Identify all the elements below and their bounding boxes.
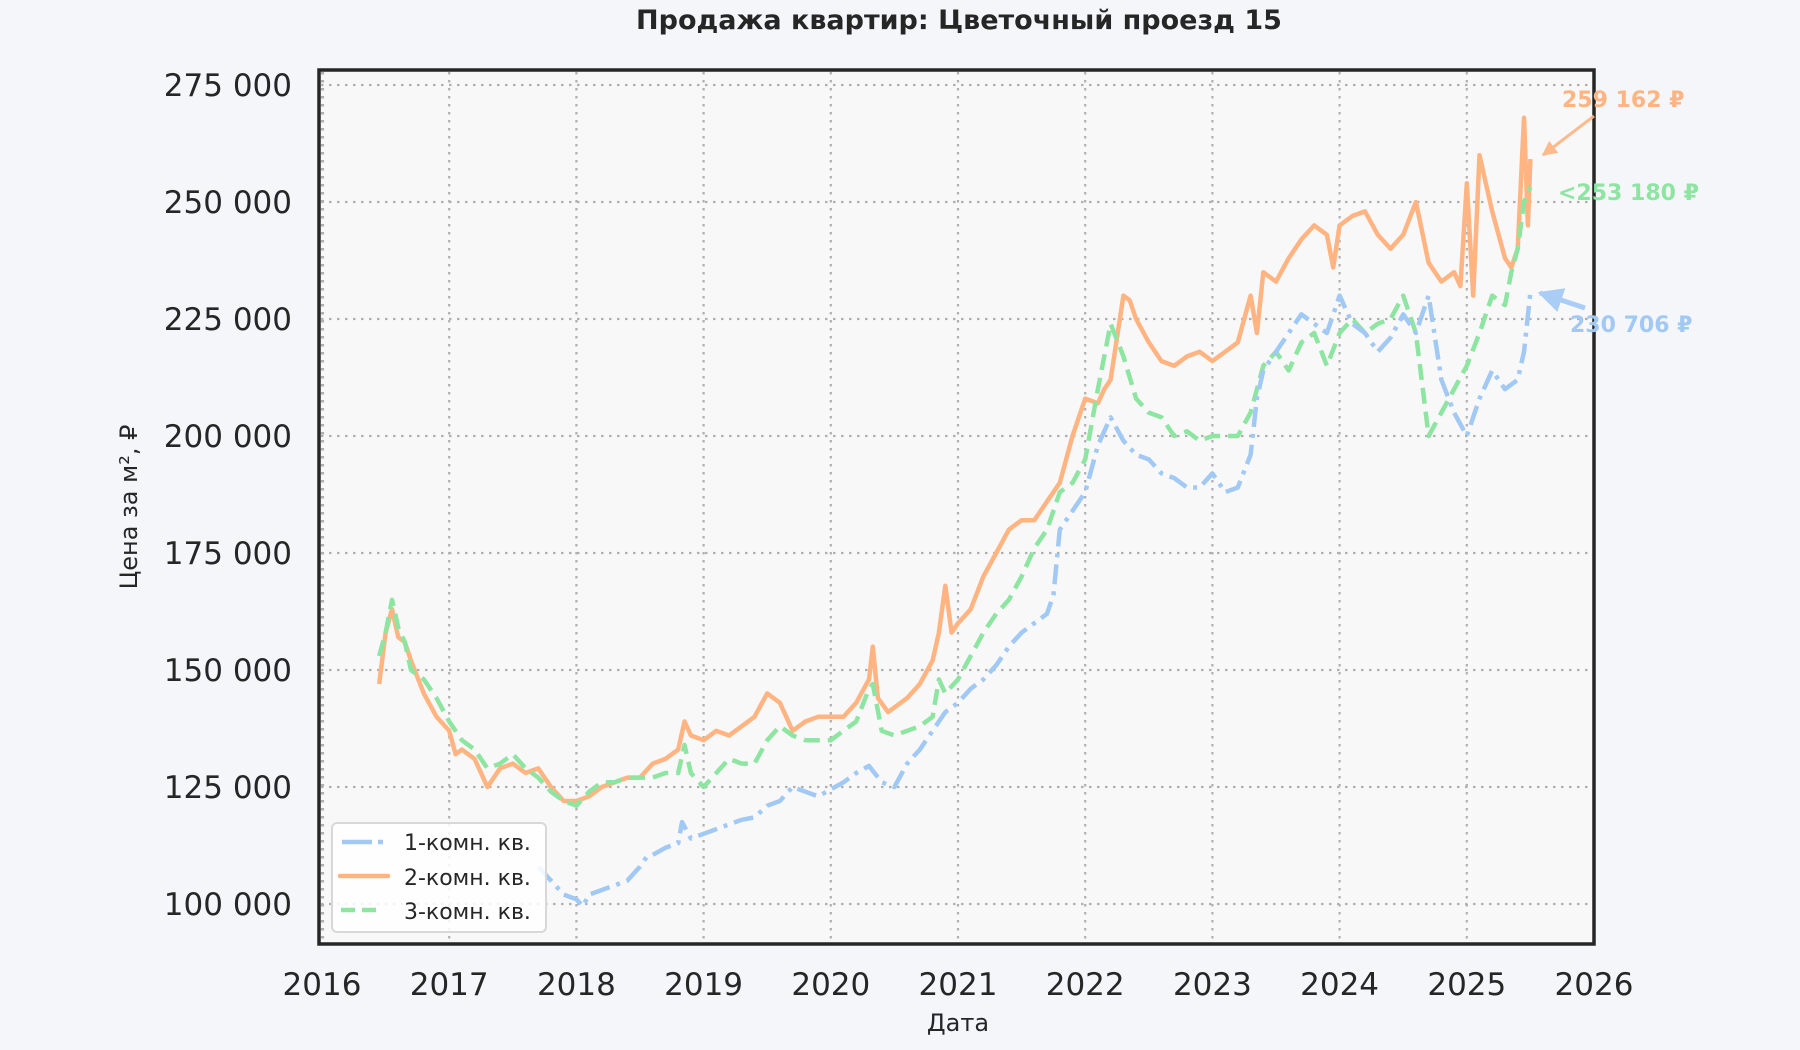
y-axis-ticks: 100 000 125 000 150 000 175 000 200 000 225 0… bbox=[164, 68, 292, 923]
y-tick-label: 125 000 bbox=[164, 770, 292, 806]
x-tick-label: 2020 bbox=[791, 967, 870, 1003]
legend-item-3room: 3-комн. кв. bbox=[341, 900, 531, 925]
annotation-arrow bbox=[1537, 288, 1586, 312]
y-tick-label: 275 000 bbox=[164, 68, 292, 104]
x-tick-label: 2021 bbox=[919, 967, 998, 1003]
y-tick-label: 100 000 bbox=[164, 887, 292, 923]
plot-area bbox=[319, 70, 1594, 944]
annotations: 259 162 ₽ <253 180 ₽ 230 706 ₽ bbox=[1537, 88, 1699, 338]
series-lines bbox=[376, 115, 1533, 909]
y-tick-label: 200 000 bbox=[164, 419, 292, 455]
x-tick-label: 2026 bbox=[1555, 967, 1634, 1003]
legend-label-1room: 1-комн. кв. bbox=[404, 831, 531, 856]
legend-item-1room: 1-комн. кв. bbox=[342, 831, 531, 856]
legend-label-2room: 2-комн. кв. bbox=[404, 866, 531, 891]
y-tick-label: 225 000 bbox=[164, 302, 292, 338]
x-tick-label: 2019 bbox=[664, 967, 743, 1003]
x-tick-label: 2025 bbox=[1427, 967, 1506, 1003]
chart-title: Продажа квартир: Цветочный проезд 15 bbox=[636, 5, 1282, 36]
legend-item-2room: 2-комн. кв. bbox=[337, 866, 531, 891]
plot-frame bbox=[317, 68, 1596, 946]
legend-label-3room: 3-комн. кв. bbox=[404, 900, 531, 925]
annotation-label: 259 162 ₽ bbox=[1562, 88, 1684, 113]
y-axis-label: Цена за м², ₽ bbox=[115, 425, 143, 590]
x-tick-label: 2024 bbox=[1300, 967, 1379, 1003]
x-tick-label: 2016 bbox=[283, 967, 362, 1003]
annotation-label: <253 180 ₽ bbox=[1558, 181, 1699, 206]
annotation-arrow bbox=[1541, 114, 1595, 157]
x-axis-ticks: 2016 2017 2018 2019 2020 2021 2022 2023 2024 2025… bbox=[283, 967, 1634, 1003]
legend: 1-комн. кв. 2-комн. кв. 3-комн. кв. bbox=[331, 822, 547, 933]
y-tick-label: 175 000 bbox=[164, 536, 292, 572]
legend-box bbox=[331, 822, 547, 933]
y-tick-label: 150 000 bbox=[164, 653, 292, 689]
series-line-3room bbox=[377, 186, 1533, 808]
series-line-1room bbox=[536, 292, 1533, 909]
x-axis-label: Дата bbox=[927, 1009, 989, 1037]
x-tick-label: 2022 bbox=[1046, 967, 1125, 1003]
x-tick-label: 2023 bbox=[1173, 967, 1252, 1003]
x-tick-label: 2017 bbox=[410, 967, 489, 1003]
annotation-label: 230 706 ₽ bbox=[1570, 313, 1692, 338]
y-tick-label: 250 000 bbox=[164, 185, 292, 221]
x-tick-label: 2018 bbox=[537, 967, 616, 1003]
series-line-2room bbox=[376, 115, 1533, 804]
